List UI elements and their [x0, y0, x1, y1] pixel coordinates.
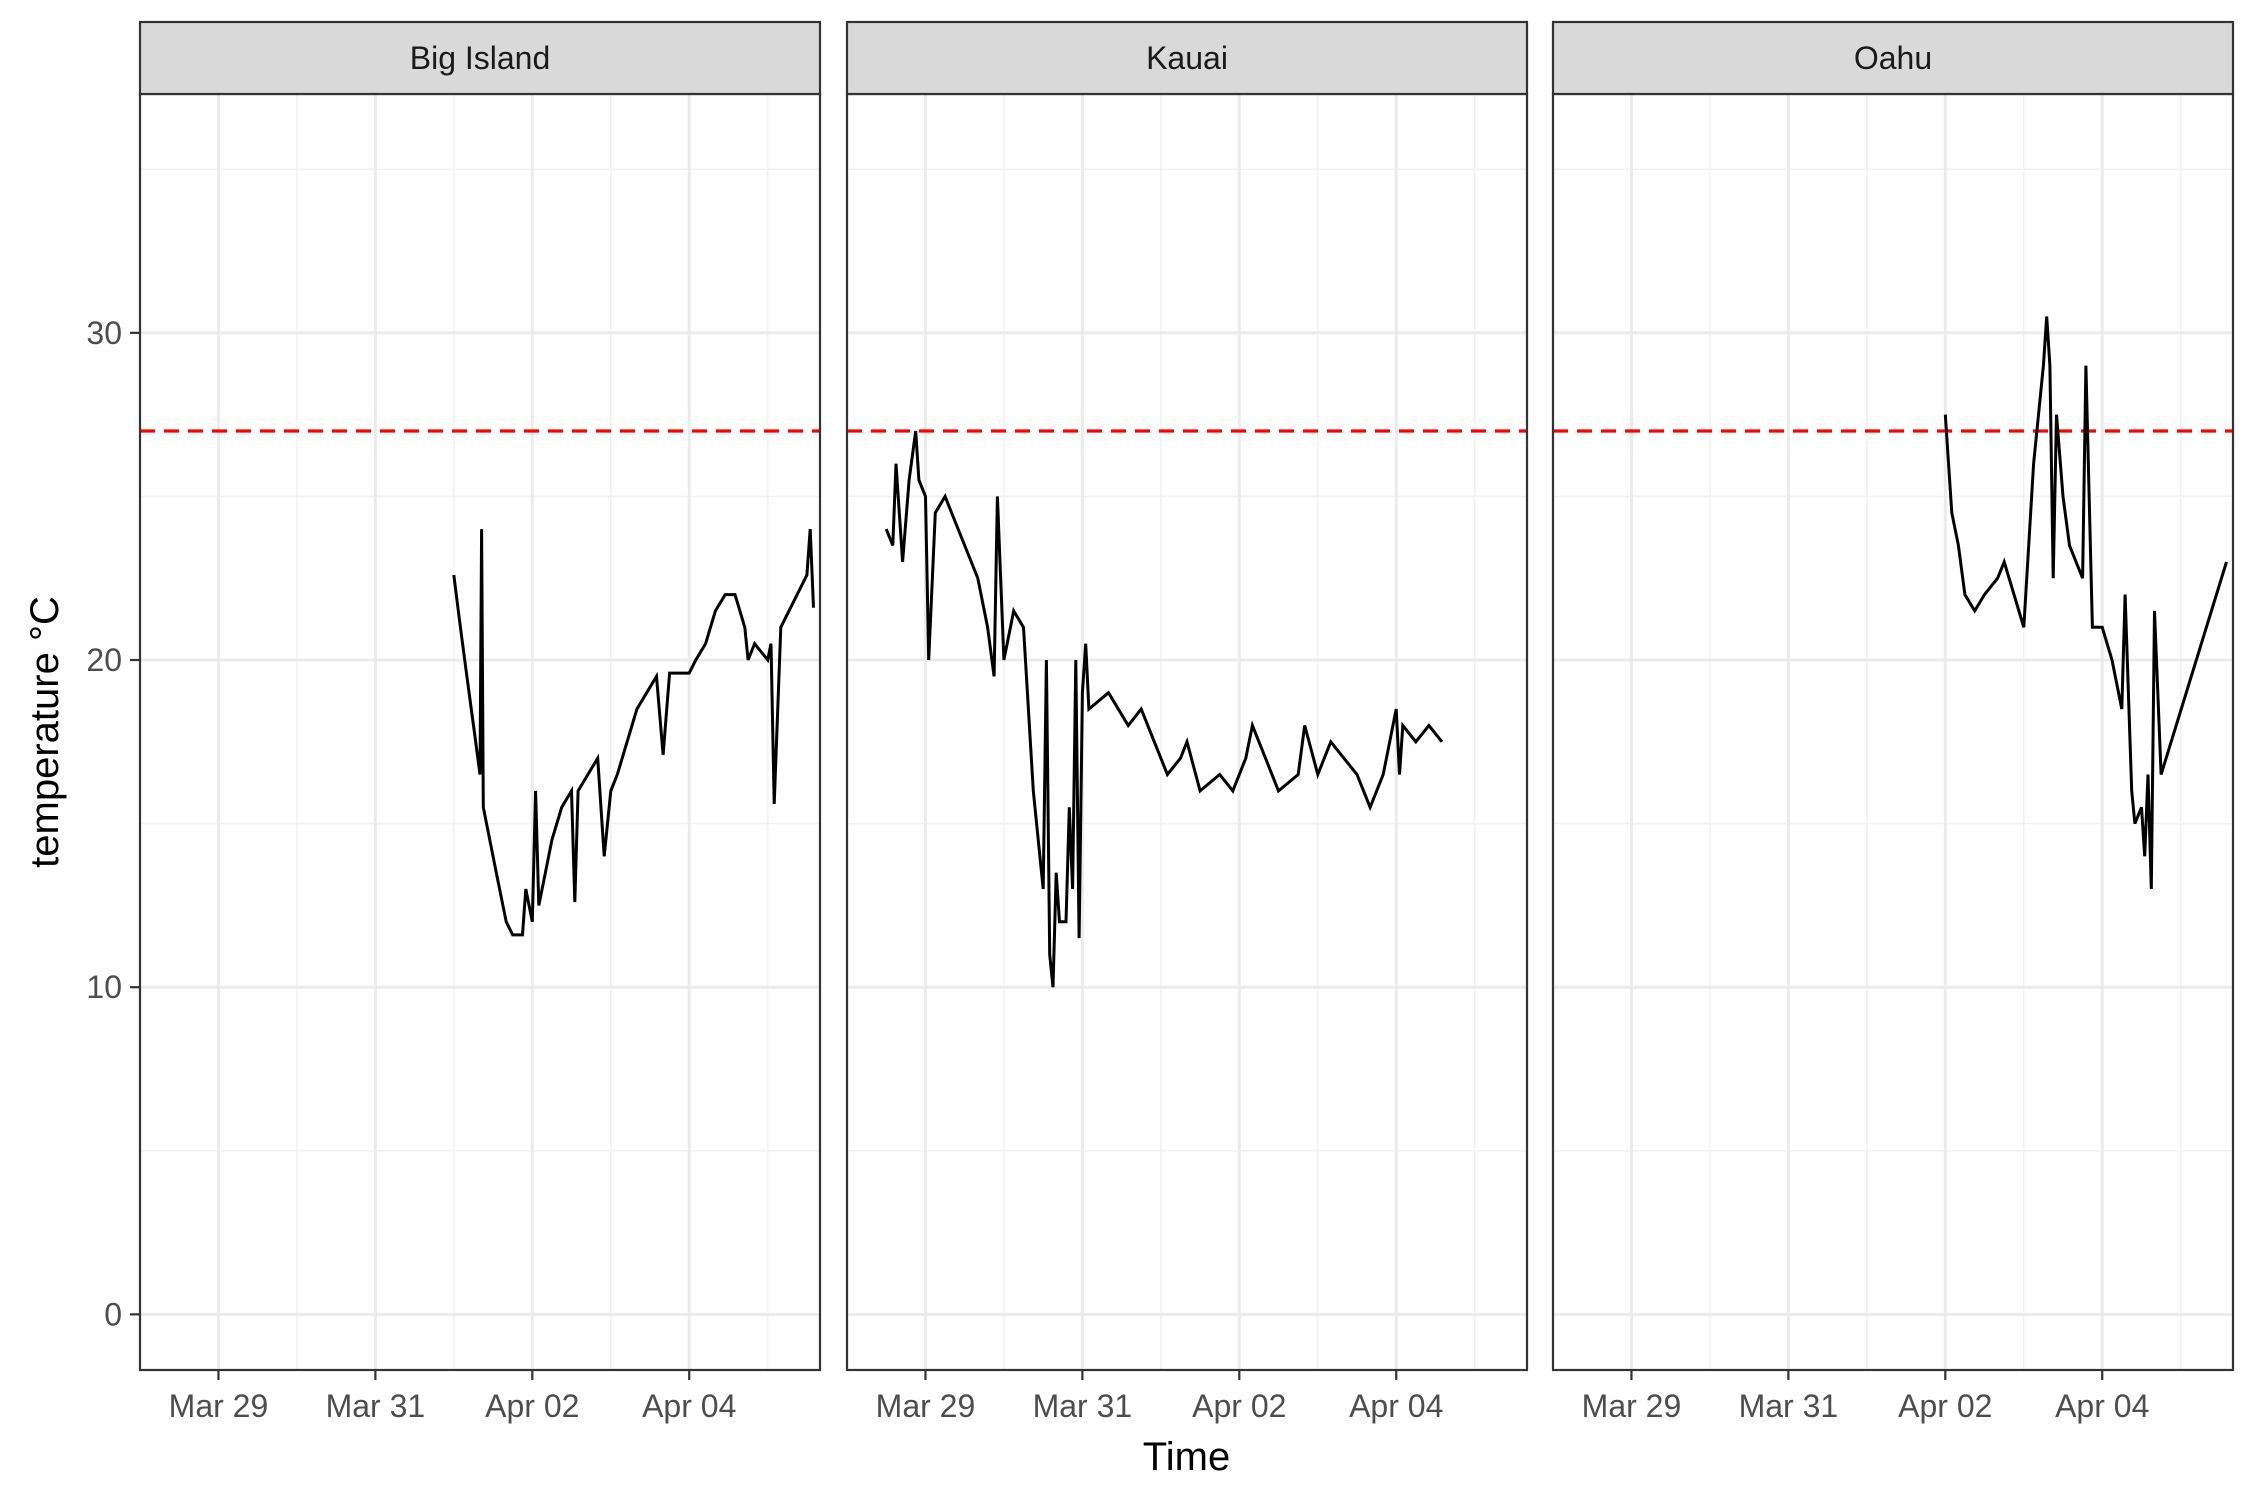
panel-background: [847, 94, 1527, 1370]
x-tick-label: Apr 04: [642, 1388, 736, 1424]
y-tick-label: 30: [86, 315, 122, 351]
x-axis-title: Time: [1143, 1435, 1230, 1479]
facet-strip-label: Big Island: [410, 40, 551, 76]
y-tick-label: 10: [86, 969, 122, 1005]
x-tick-label: Mar 31: [1033, 1388, 1133, 1424]
panel-oahu: Oahu Mar 29 Mar 31 Apr 02 Apr 04: [1551, 20, 2235, 1424]
panel-kauai: Kauai Mar 29 Mar 31 Apr 02 Apr 04: [845, 20, 1529, 1424]
x-tick-label: Mar 31: [1739, 1388, 1839, 1424]
y-tick-label: 0: [104, 1296, 122, 1332]
x-tick-label: Apr 04: [1349, 1388, 1443, 1424]
facet-strip: [845, 20, 1529, 96]
facet-strip-label: Oahu: [1854, 40, 1932, 76]
series-line: [1943, 316, 2228, 890]
x-tick-label: Apr 02: [1192, 1388, 1286, 1424]
x-tick-label: Mar 29: [876, 1388, 976, 1424]
x-tick-label: Apr 02: [1898, 1388, 1992, 1424]
x-tick-label: Mar 29: [169, 1388, 269, 1424]
x-tick-label: Apr 02: [485, 1388, 579, 1424]
x-tick-label: Mar 29: [1582, 1388, 1682, 1424]
x-tick-label: Mar 31: [326, 1388, 426, 1424]
facet-strip: [1551, 20, 2235, 96]
panel-background: [1553, 94, 2233, 1370]
y-tick-label: 20: [86, 642, 122, 678]
facet-strip-label: Kauai: [1146, 40, 1228, 76]
panel-big-island: Big Island Mar 29 Mar 31 Apr 02 Apr 04: [138, 20, 822, 1424]
series-line: [452, 528, 815, 937]
y-axis-title: temperature °C: [23, 596, 67, 868]
facet-strip: [138, 20, 822, 96]
series-line: [884, 430, 1444, 988]
x-tick-label: Apr 04: [2055, 1388, 2149, 1424]
